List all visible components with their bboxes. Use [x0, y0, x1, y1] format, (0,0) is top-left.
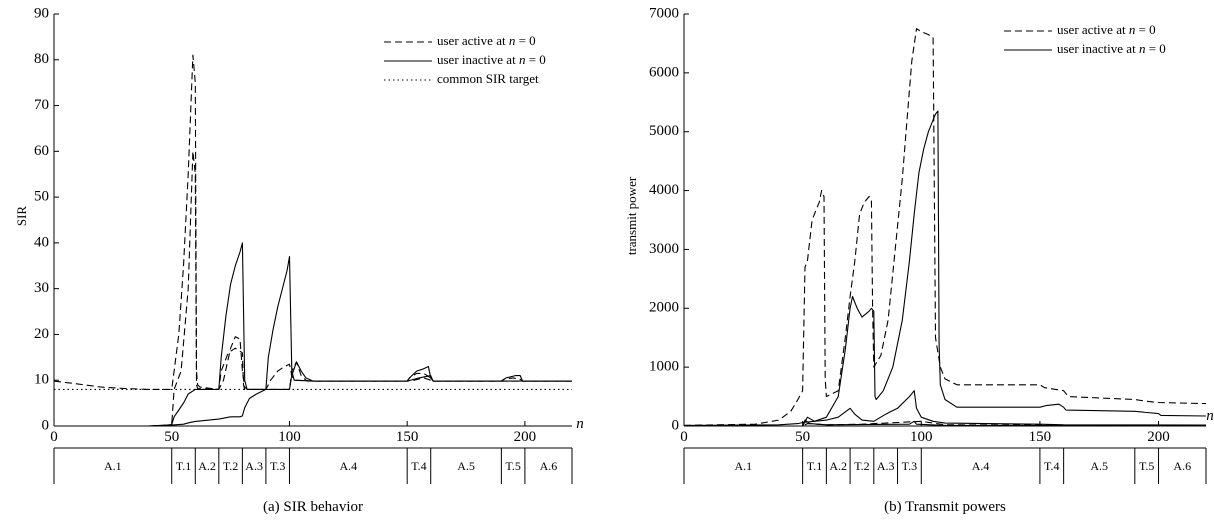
- legend-label-1: user inactive at n = 0: [437, 52, 546, 67]
- segment-label: A.2: [198, 459, 216, 473]
- y-tick-label: 50: [34, 189, 49, 205]
- segment-strip: A.1 T.1 A.2 T.2 A.3 T.3 A.4 T.4 A.5 T.5 A.6: [53, 447, 573, 484]
- figure-caption: (a) SIR behavior: [263, 499, 363, 515]
- segment-label: T.4: [1044, 459, 1059, 473]
- segment-label: A.3: [245, 459, 263, 473]
- legend-label-1: user inactive at n = 0: [1057, 41, 1166, 56]
- series-line-solid-3: [684, 390, 1207, 427]
- series-line-solid-3: [54, 361, 572, 427]
- series-line-dashed-0: [683, 28, 1207, 426]
- segment-label: A.5: [1090, 459, 1108, 473]
- y-tick-label: 5000: [649, 123, 679, 139]
- segment-label: T.2: [854, 459, 869, 473]
- segment-label: A.6: [540, 459, 558, 473]
- x-axis-label: n: [1206, 408, 1214, 424]
- segment-label: A.6: [1173, 459, 1191, 473]
- segment-label: A.3: [877, 459, 895, 473]
- series-line-solid-2: [54, 242, 572, 427]
- legend-label-0: user active at n = 0: [1057, 22, 1156, 37]
- figure-caption: (b) Transmit powers: [884, 499, 1006, 515]
- segment-label: T.5: [1139, 459, 1154, 473]
- series-line-solid-2: [683, 110, 1207, 426]
- y-tick-label: 6000: [649, 64, 679, 80]
- x-tick-label: 150: [1029, 429, 1052, 445]
- legend: user active at n = 0 user inactive at n =…: [1004, 22, 1166, 56]
- segment-label: A.1: [734, 459, 752, 473]
- legend-label-2: common SIR target: [437, 71, 539, 86]
- y-tick-label: 60: [34, 143, 49, 159]
- y-tick-label: 0: [42, 417, 50, 433]
- x-tick-label: 200: [514, 429, 537, 445]
- x-tick-label: 200: [1147, 429, 1170, 445]
- x-tick-label: 100: [910, 429, 933, 445]
- legend: user active at n = 0 user inactive at n =…: [384, 33, 546, 86]
- series-line-solid-4: [684, 419, 1207, 427]
- y-tick-label: 2000: [649, 300, 679, 316]
- segment-label: T.3: [902, 459, 917, 473]
- y-tick-label: 0: [672, 417, 680, 433]
- x-tick-label: 100: [278, 429, 301, 445]
- y-tick-label: 7000: [649, 5, 679, 21]
- segment-label: A.2: [829, 459, 847, 473]
- legend-label-0: user active at n = 0: [437, 33, 536, 48]
- y-tick-label: 90: [34, 5, 49, 21]
- y-tick-label: 70: [34, 97, 49, 113]
- segment-label: A.4: [339, 459, 357, 473]
- y-tick-label: 1000: [649, 359, 679, 375]
- y-tick-label: 40: [34, 234, 49, 250]
- y-tick-label: 3000: [649, 241, 679, 257]
- y-tick-label: 10: [34, 372, 49, 388]
- segment-label: T.4: [411, 459, 426, 473]
- y-axis-label: SIR: [14, 206, 29, 227]
- y-tick-label: 4000: [649, 182, 679, 198]
- y-tick-label: 80: [34, 51, 49, 67]
- x-axis-label: n: [576, 416, 584, 432]
- y-tick-label: 20: [34, 326, 49, 342]
- segment-label: T.5: [505, 459, 520, 473]
- y-tick-label: 30: [34, 280, 49, 296]
- segment-label: A.4: [972, 459, 990, 473]
- x-tick-label: 0: [50, 429, 58, 445]
- x-tick-label: 0: [680, 429, 688, 445]
- segment-label: A.1: [104, 459, 122, 473]
- segment-label: T.1: [176, 459, 191, 473]
- y-axis-label: transmit power: [624, 176, 639, 255]
- segment-strip: A.1 T.1 A.2 T.2 A.3 T.3 A.4 T.4 A.5 T.5 A.6: [683, 447, 1207, 484]
- x-tick-label: 50: [795, 429, 810, 445]
- x-tick-label: 150: [396, 429, 419, 445]
- panel-transmit-powers: 0 1000 2000 3000 4000 5000 6000 7000 0 50 100 150 20…: [624, 5, 1214, 515]
- x-tick-label: 50: [164, 429, 179, 445]
- segment-label: T.3: [270, 459, 285, 473]
- segment-label: T.2: [223, 459, 238, 473]
- segment-label: A.5: [457, 459, 475, 473]
- panel-sir-behavior: 0 10 20 30 40 50 60 70 80 90 0 50 100 150 200 n SIR user …: [14, 5, 584, 515]
- segment-label: T.1: [807, 459, 822, 473]
- series-line-dashed-1: [54, 150, 572, 427]
- series-line-dashed-0: [53, 54, 572, 390]
